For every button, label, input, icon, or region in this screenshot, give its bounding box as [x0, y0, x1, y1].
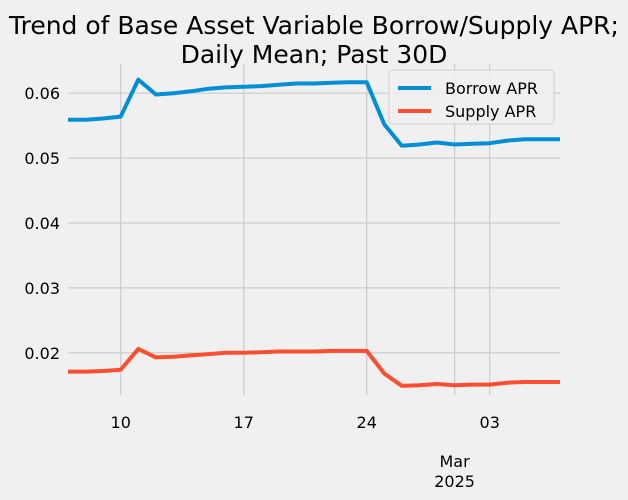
legend-label-borrow: Borrow APR [445, 79, 538, 98]
grid [68, 64, 560, 395]
x-tick-label: 03 [480, 413, 500, 432]
y-tick-label: 0.04 [24, 214, 60, 233]
borrow-apr-line [68, 77, 560, 148]
legend-label-supply: Supply APR [445, 102, 536, 121]
chart-title: Trend of Base Asset Variable Borrow/Supp… [8, 11, 619, 40]
supply-apr-line [68, 346, 560, 388]
y-tick-label: 0.06 [24, 84, 60, 103]
y-tick-label: 0.05 [24, 149, 60, 168]
series-lines [68, 77, 560, 388]
y-tick-label: 0.02 [24, 344, 60, 363]
x-tick-label: 17 [234, 413, 254, 432]
chart-subtitle: Daily Mean; Past 30D [181, 40, 448, 69]
legend: Borrow APR Supply APR [388, 69, 555, 125]
x-tick-label: 24 [357, 413, 377, 432]
y-tick-label: 0.03 [24, 279, 60, 298]
x-major-tick-label: Mar [439, 452, 470, 471]
x-tick-label: 10 [111, 413, 131, 432]
x-major-tick-year-label: 2025 [434, 472, 475, 491]
